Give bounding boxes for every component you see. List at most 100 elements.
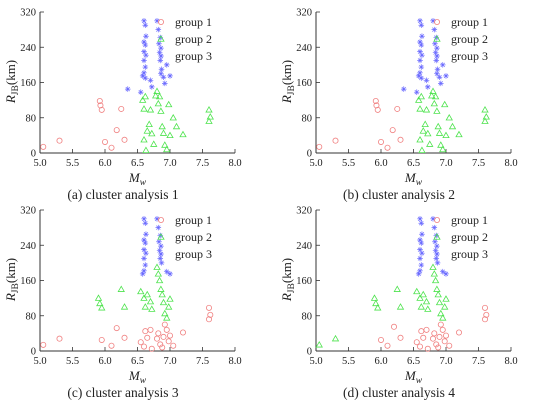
data-point — [372, 299, 380, 307]
data-point — [161, 141, 169, 148]
data-point — [435, 298, 444, 306]
data-point — [370, 294, 379, 301]
x-tick-label: 8.0 — [504, 356, 517, 367]
x-tick-label: 6.0 — [374, 158, 387, 169]
data-point — [117, 285, 125, 292]
data-point — [445, 113, 453, 121]
data-point — [170, 342, 177, 349]
data-point — [140, 294, 148, 301]
data-point — [142, 42, 149, 48]
data-point — [439, 62, 446, 68]
data-point — [481, 316, 488, 323]
data-point — [417, 268, 423, 274]
data-point — [424, 305, 432, 312]
data-point — [206, 113, 214, 120]
data-point — [441, 303, 449, 310]
x-tick-label: 6.0 — [374, 356, 387, 367]
data-point — [163, 314, 171, 321]
data-point — [205, 304, 212, 311]
data-point — [425, 84, 431, 90]
data-point — [435, 129, 444, 136]
data-point — [179, 329, 186, 336]
data-point — [448, 122, 457, 130]
data-point — [434, 290, 442, 298]
data-point — [141, 255, 147, 262]
data-point — [157, 233, 165, 240]
data-point — [434, 45, 440, 51]
y-axis-label-main: R — [279, 293, 294, 302]
data-point — [56, 137, 63, 144]
data-point — [397, 334, 404, 341]
data-point — [418, 64, 425, 70]
y-axis-label-sub: JB — [287, 283, 297, 293]
data-point — [418, 262, 425, 268]
data-point — [121, 136, 128, 143]
legend-label: group 2 — [175, 32, 212, 46]
series-group-1 — [40, 304, 214, 352]
data-point — [431, 224, 438, 231]
data-point — [434, 66, 441, 73]
data-point — [157, 285, 165, 292]
series-group-2 — [139, 87, 214, 154]
data-point — [431, 92, 440, 100]
y-tick-label: 160 — [296, 276, 312, 287]
y-tick-label: 80 — [26, 113, 37, 124]
data-point — [153, 87, 161, 94]
data-point — [455, 329, 462, 336]
y-tick-label: 80 — [302, 311, 313, 322]
x-axis-label-sub: w — [140, 178, 147, 188]
x-axis-label-main: M — [404, 170, 417, 185]
data-point — [121, 334, 128, 341]
data-point — [481, 117, 489, 124]
data-point — [429, 263, 437, 270]
y-tick-label: 160 — [20, 276, 36, 287]
data-point — [416, 294, 424, 301]
data-point — [441, 100, 449, 108]
x-tick-label: 5.0 — [33, 158, 46, 169]
y-axis-label: RJB(km) — [3, 60, 21, 104]
data-point — [98, 106, 105, 113]
data-point — [166, 131, 174, 139]
data-point — [161, 309, 169, 317]
data-point — [159, 344, 166, 351]
series-group-1 — [316, 98, 404, 151]
data-point — [165, 338, 172, 345]
data-point — [139, 96, 147, 103]
data-point — [437, 321, 444, 328]
data-point — [179, 130, 187, 138]
data-point — [154, 18, 160, 24]
data-point — [442, 332, 449, 339]
data-point — [436, 333, 443, 340]
x-tick-label: 5.0 — [33, 356, 46, 367]
data-point — [434, 260, 441, 266]
data-point — [113, 127, 120, 134]
data-point — [418, 75, 425, 81]
data-point — [400, 86, 407, 92]
data-point — [415, 271, 422, 277]
y-tick-label: 160 — [20, 78, 36, 89]
data-point — [417, 303, 425, 310]
data-point — [422, 106, 431, 113]
data-point — [428, 91, 436, 99]
data-point — [137, 89, 144, 95]
legend-label: group 1 — [451, 15, 488, 29]
series-group-1 — [377, 304, 490, 352]
data-point — [155, 26, 162, 33]
x-tick-label: 7.5 — [196, 158, 209, 169]
y-axis-label: RJB(km) — [3, 258, 21, 302]
data-point — [167, 73, 173, 79]
data-point — [156, 49, 163, 56]
data-point — [143, 33, 149, 40]
data-point — [141, 216, 147, 222]
data-point — [443, 73, 449, 79]
x-tick-label: 6.5 — [407, 356, 420, 367]
data-point — [158, 251, 164, 257]
x-axis-label-sub: w — [140, 376, 147, 386]
data-point — [435, 344, 442, 351]
data-point — [141, 39, 147, 45]
data-point — [434, 243, 440, 249]
data-point — [108, 342, 115, 349]
data-point — [140, 105, 148, 112]
data-point — [149, 84, 155, 90]
data-point — [442, 131, 450, 139]
